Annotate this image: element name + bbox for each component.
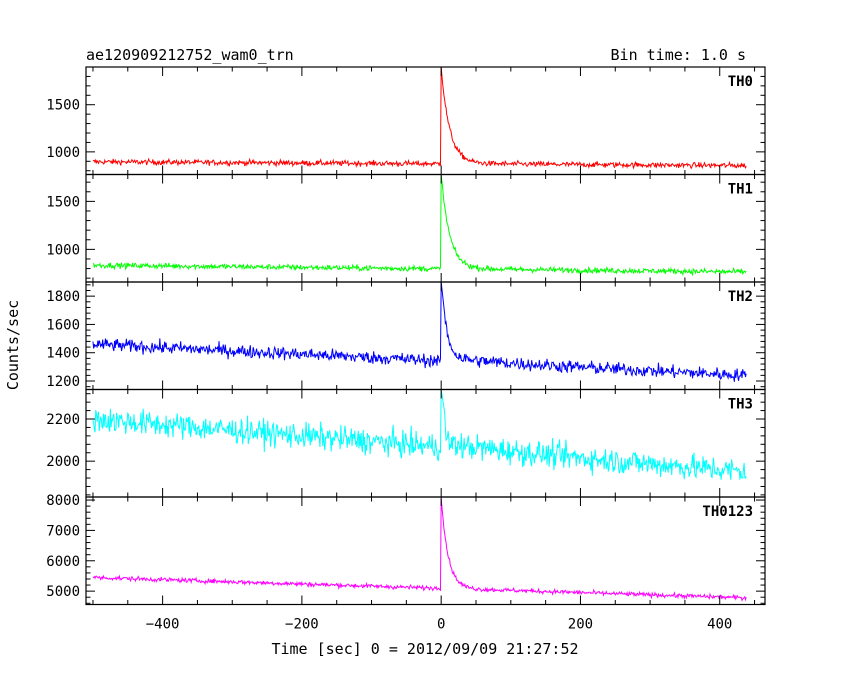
panel-th3: 2000 2200 TH3	[46, 388, 766, 498]
x-tick-label: −400	[146, 617, 180, 633]
panels-group: 1000 1500 TH0 1000 1500 TH1 1200 1400 1600 1800 TH…	[46, 66, 766, 606]
y-tick-label: 5000	[46, 584, 80, 600]
x-tick-label: 400	[707, 617, 732, 633]
panel-th1: 1000 1500 TH1	[46, 173, 766, 283]
x-tick-label: 200	[568, 617, 593, 633]
y-tick-label: 1000	[46, 145, 80, 161]
y-tick-label: 2000	[46, 454, 80, 470]
y-tick-label: 2200	[46, 412, 80, 428]
x-tick-label: 0	[437, 617, 445, 633]
bin-time-label: Bin time: 1.0 s	[611, 46, 746, 64]
panel-frame	[85, 496, 766, 606]
panel-th0123: 5000 6000 7000 8000 TH0123	[46, 493, 766, 606]
panel-frame	[85, 66, 766, 176]
y-tick-label: 1500	[46, 194, 80, 210]
y-tick-label: 7000	[46, 523, 80, 539]
y-tick-label: 1800	[46, 289, 80, 305]
series-line-th2	[92, 281, 747, 382]
panel-frame	[85, 173, 766, 283]
panel-th0: 1000 1500 TH0	[46, 66, 766, 176]
series-line-th0123	[92, 498, 747, 602]
series-line-th1	[92, 174, 747, 277]
x-axis-label: Time [sec] 0 = 2012/09/09 21:27:52	[271, 640, 578, 658]
y-tick-label: 1500	[46, 98, 80, 114]
series-line-th0	[92, 66, 747, 170]
panel-label: TH0123	[702, 504, 753, 520]
x-axis: −400 −200 0 200 400	[146, 617, 733, 633]
chart-title: ae120909212752_wam0_trn	[86, 46, 294, 64]
panel-th2: 1200 1400 1600 1800 TH2	[46, 281, 766, 391]
series-line-th3	[92, 389, 747, 480]
y-tick-label: 8000	[46, 493, 80, 509]
x-tick-label: −200	[285, 617, 319, 633]
panel-frame	[85, 388, 766, 498]
y-tick-label: 1400	[46, 346, 80, 362]
panel-label: TH3	[728, 397, 753, 413]
y-tick-label: 1600	[46, 317, 80, 333]
y-tick-label: 1000	[46, 242, 80, 258]
y-tick-label: 1200	[46, 374, 80, 390]
y-axis-label: Counts/sec	[4, 300, 22, 390]
panel-label: TH0	[728, 74, 753, 90]
y-tick-label: 6000	[46, 554, 80, 570]
panel-label: TH1	[728, 182, 753, 198]
panel-label: TH2	[728, 289, 753, 305]
